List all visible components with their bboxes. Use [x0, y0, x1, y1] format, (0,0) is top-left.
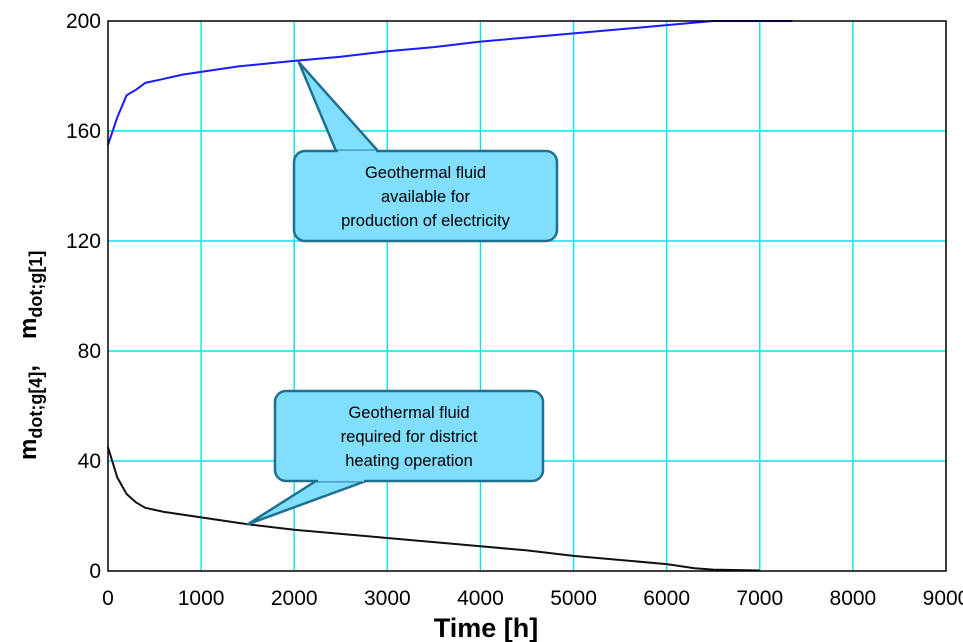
x-tick-label: 6000 [643, 587, 690, 610]
callout-1: Geothermal fluid available for production … [292, 61, 559, 243]
series-line-1 [107, 20, 793, 146]
callout-text-line: available for [381, 188, 470, 206]
y-tick-label: 200 [66, 10, 101, 33]
y-axis-label: mdot;g[4],mdot;g[1] [15, 251, 46, 460]
x-tick-label: 0 [102, 587, 114, 610]
y-tick-labels: 0 40 80 120 160 200 [66, 10, 101, 583]
callout-pointer [246, 479, 368, 526]
y-var2-subscript: dot;g[1] [26, 251, 46, 318]
y-tick-label: 120 [66, 230, 101, 253]
y-tick-label: 160 [66, 120, 101, 143]
x-tick-label: 2000 [271, 587, 318, 610]
x-tick-label: 7000 [736, 587, 783, 610]
callout-2: Geothermal fluid required for district hea… [246, 389, 545, 526]
x-axis-label: Time [h] [434, 613, 539, 642]
callout-box [292, 149, 559, 243]
y-tick-label: 40 [78, 450, 101, 473]
callout-text-line: Geothermal fluid [348, 404, 469, 422]
callouts: Geothermal fluid available for production … [246, 61, 559, 526]
plot-frame [107, 20, 947, 572]
x-tick-label: 4000 [457, 587, 504, 610]
x-tick-label: 8000 [830, 587, 877, 610]
y-var1-base: m [15, 439, 42, 460]
y-tick-label: 0 [89, 560, 101, 583]
y-separator: , [15, 365, 42, 372]
callout-text-line: required for district [341, 428, 478, 446]
y-tick-label: 80 [78, 340, 101, 363]
grid-lines [108, 21, 946, 571]
x-tick-label: 1000 [178, 587, 225, 610]
callout-text-line: Geothermal fluid [365, 164, 486, 182]
x-tick-label: 5000 [550, 587, 597, 610]
y-var2-base: m [15, 318, 42, 339]
callout-box [273, 389, 545, 483]
series-lines [107, 20, 793, 572]
series-line-2 [107, 447, 760, 572]
callout-text-line: production of electricity [341, 212, 510, 230]
x-tick-label: 3000 [364, 587, 411, 610]
callout-pointer [297, 61, 380, 153]
y-var1-subscript: dot;g[4] [26, 372, 46, 439]
callout-text-line: heating operation [345, 452, 473, 470]
